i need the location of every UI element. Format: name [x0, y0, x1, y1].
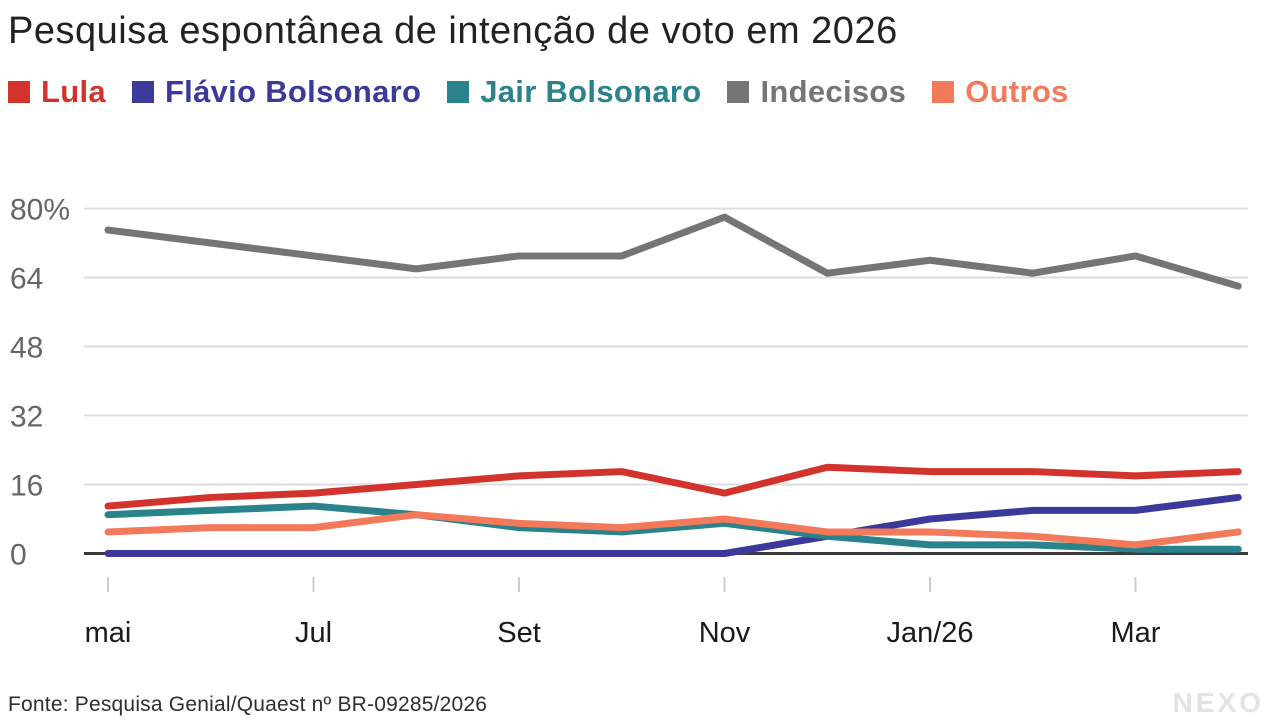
x-axis-tick-label: Jul [295, 617, 332, 649]
legend-label-lula: Lula [41, 74, 106, 109]
legend-swatch-lula [8, 81, 30, 103]
series-line-lula [104, 463, 1242, 510]
source-note: Fonte: Pesquisa Genial/Quaest nº BR-0928… [8, 693, 488, 716]
y-axis-tick-label: 64 [10, 263, 43, 296]
x-axis-tick-label: mai [85, 617, 132, 649]
legend-item-indecisos: Indecisos [727, 74, 906, 110]
series-line-outros [104, 511, 1242, 549]
series-line-jair-bolsonaro [104, 502, 1242, 553]
legend-swatch-indecisos [727, 81, 750, 103]
x-axis-tick-label: Nov [699, 617, 751, 649]
series-line-indecisos [104, 213, 1242, 290]
x-axis-tick-label: Jan/26 [886, 617, 973, 649]
legend-item-outros: Outros [932, 74, 1068, 110]
chart-legend: Lula Flávio Bolsonaro Jair Bolsonaro Ind… [8, 74, 1168, 110]
page-title: Pesquisa espontânea de intenção de voto … [8, 10, 898, 52]
legend-label-indecisos: Indecisos [760, 74, 907, 109]
x-axis-tick-label: Mar [1111, 617, 1161, 649]
legend-swatch-flavio-bolsonaro [131, 81, 154, 103]
y-axis-tick-label: 16 [10, 470, 43, 503]
legend-label-flavio-bolsonaro: Flávio Bolsonaro [164, 74, 422, 109]
y-axis-tick-label: 80% [10, 194, 70, 227]
legend-swatch-outros [932, 81, 955, 103]
legend-label-jair-bolsonaro: Jair Bolsonaro [480, 74, 702, 109]
x-axis-tick-label: Set [497, 617, 541, 649]
legend-label-outros: Outros [965, 74, 1069, 109]
nexo-logo: NEXO [1172, 687, 1264, 718]
y-axis-tick-label: 48 [10, 332, 43, 365]
legend-swatch-jair-bolsonaro [447, 81, 470, 103]
y-axis-tick-label: 32 [10, 401, 43, 434]
series-line-fl-vio-bolsonaro [104, 493, 1242, 557]
y-axis-tick-label: 0 [10, 539, 27, 572]
legend-item-jair-bolsonaro: Jair Bolsonaro [447, 74, 701, 110]
legend-item-lula: Lula [8, 74, 106, 110]
legend-item-flavio-bolsonaro: Flávio Bolsonaro [131, 74, 422, 110]
